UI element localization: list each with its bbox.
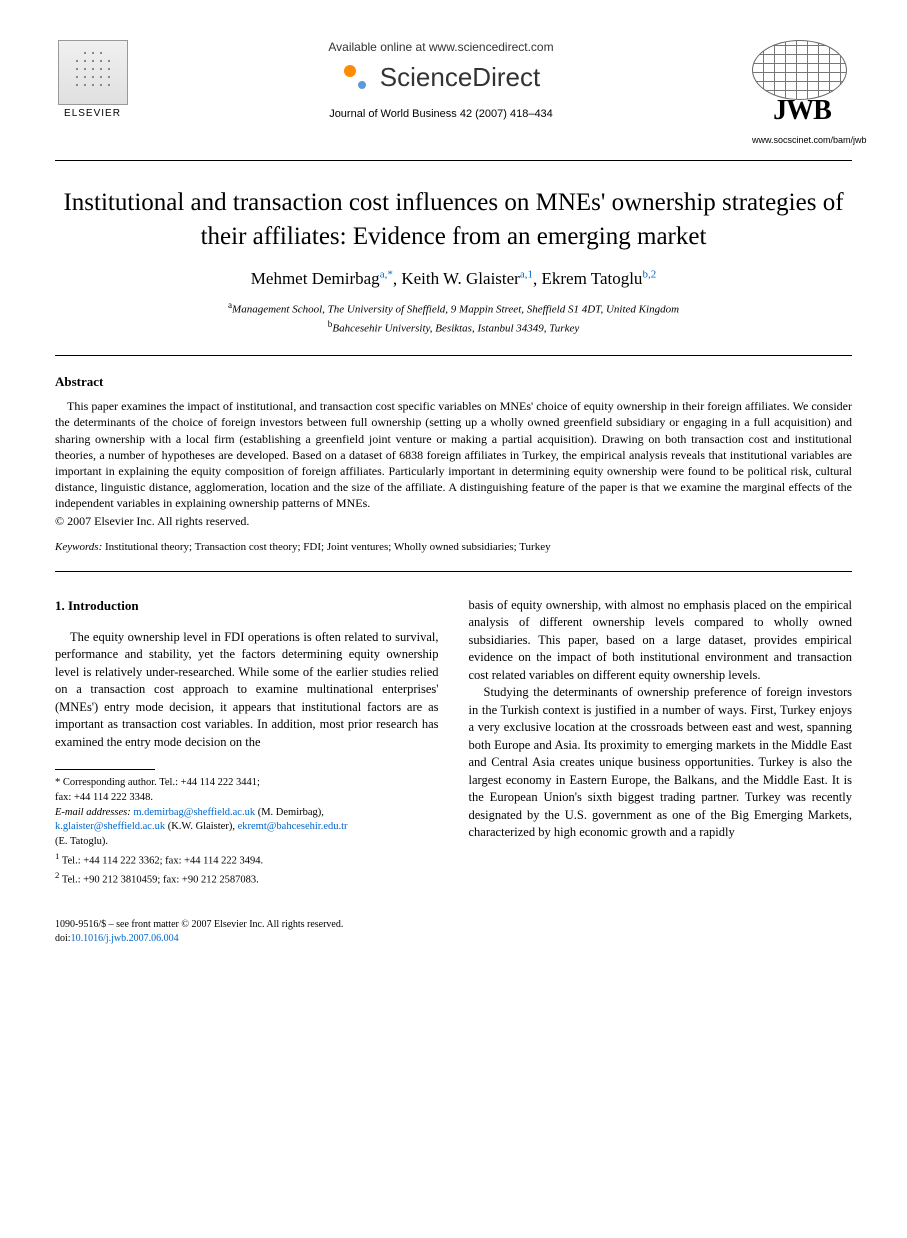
- footnote-2: 2 Tel.: +90 212 3810459; fax: +90 212 25…: [55, 869, 439, 888]
- article-title: Institutional and transaction cost influ…: [55, 186, 852, 254]
- sciencedirect-brand: ScienceDirect: [150, 62, 732, 93]
- sciencedirect-icon: [342, 63, 372, 93]
- email-3[interactable]: ekremt@bahcesehir.edu.tr: [238, 821, 348, 832]
- email-addresses: E-mail addresses: m.demirbag@sheffield.a…: [55, 806, 439, 821]
- footnote-2-text: Tel.: +90 212 3810459; fax: +90 212 2587…: [62, 874, 259, 885]
- email-line-2: k.glaister@sheffield.ac.uk (K.W. Glaiste…: [55, 820, 439, 835]
- doi-line: doi:10.1016/j.jwb.2007.06.004: [55, 932, 852, 946]
- author-2: Keith W. Glaistera,1: [401, 269, 533, 288]
- keywords-label: Keywords:: [55, 541, 102, 553]
- sciencedirect-text: ScienceDirect: [380, 62, 540, 93]
- elsevier-logo: ELSEVIER: [55, 40, 130, 125]
- page-footer: 1090-9516/$ – see front matter © 2007 El…: [55, 918, 852, 946]
- body-columns: 1. Introduction The equity ownership lev…: [55, 597, 852, 889]
- elsevier-tree-icon: [58, 40, 128, 105]
- author-1: Mehmet Demirbaga,*: [251, 269, 393, 288]
- keywords: Keywords: Institutional theory; Transact…: [55, 541, 852, 553]
- author-2-name: Keith W. Glaister: [401, 269, 520, 288]
- center-header: Available online at www.sciencedirect.co…: [130, 40, 752, 120]
- intro-paragraph-1: The equity ownership level in FDI operat…: [55, 629, 439, 752]
- email-1[interactable]: m.demirbag@sheffield.ac.uk: [133, 807, 255, 818]
- affiliations: aManagement School, The University of Sh…: [55, 299, 852, 337]
- keywords-text: Institutional theory; Transaction cost t…: [105, 541, 551, 553]
- author-3: Ekrem Tatoglub,2: [541, 269, 656, 288]
- intro-paragraph-1-cont: basis of equity ownership, with almost n…: [469, 597, 853, 685]
- footnotes: * Corresponding author. Tel.: +44 114 22…: [55, 776, 439, 888]
- corresponding-author-fax: fax: +44 114 222 3348.: [55, 791, 439, 806]
- doi-link[interactable]: 10.1016/j.jwb.2007.06.004: [71, 933, 179, 944]
- elsevier-label: ELSEVIER: [64, 108, 121, 119]
- issn-line: 1090-9516/$ – see front matter © 2007 El…: [55, 918, 852, 932]
- footnote-separator: [55, 769, 155, 770]
- corresponding-author-line: * Corresponding author. Tel.: +44 114 22…: [55, 776, 439, 791]
- author-2-sup[interactable]: a,1: [520, 269, 533, 281]
- author-1-sup[interactable]: a,*: [380, 269, 393, 281]
- email-2-person: (K.W. Glaister),: [168, 821, 235, 832]
- email-2[interactable]: k.glaister@sheffield.ac.uk: [55, 821, 165, 832]
- jwb-logo: JWB www.socscinet.com/bam/jwb: [752, 40, 852, 145]
- affiliation-a: aManagement School, The University of Sh…: [55, 299, 852, 318]
- jwb-globe-icon: [752, 40, 847, 100]
- section-1-heading: 1. Introduction: [55, 597, 439, 615]
- intro-paragraph-2: Studying the determinants of ownership p…: [469, 684, 853, 842]
- doi-label: doi:: [55, 933, 71, 944]
- column-right: basis of equity ownership, with almost n…: [469, 597, 853, 889]
- abstract-text: This paper examines the impact of instit…: [55, 398, 852, 511]
- separator-top: [55, 160, 852, 161]
- affiliation-b: bBahcesehir University, Besiktas, Istanb…: [55, 318, 852, 337]
- abstract-copyright: © 2007 Elsevier Inc. All rights reserved…: [55, 514, 852, 529]
- email-trail: (E. Tatoglu).: [55, 835, 439, 850]
- author-3-name: Ekrem Tatoglu: [541, 269, 642, 288]
- column-left: 1. Introduction The equity ownership lev…: [55, 597, 439, 889]
- abstract-heading: Abstract: [55, 374, 852, 390]
- journal-reference: Journal of World Business 42 (2007) 418–…: [150, 108, 732, 120]
- available-online-text: Available online at www.sciencedirect.co…: [150, 40, 732, 54]
- author-3-sup[interactable]: b,2: [642, 269, 656, 281]
- affiliation-a-text: Management School, The University of She…: [232, 304, 679, 316]
- affiliation-b-text: Bahcesehir University, Besiktas, Istanbu…: [332, 323, 579, 335]
- footnote-1-text: Tel.: +44 114 222 3362; fax: +44 114 222…: [62, 855, 263, 866]
- header-row: ELSEVIER Available online at www.science…: [55, 40, 852, 145]
- author-1-name: Mehmet Demirbag: [251, 269, 380, 288]
- email-label: E-mail addresses:: [55, 807, 131, 818]
- jwb-url: www.socscinet.com/bam/jwb: [752, 135, 852, 145]
- author-list: Mehmet Demirbaga,*, Keith W. Glaistera,1…: [55, 269, 852, 290]
- separator-after-abstract: [55, 571, 852, 572]
- footnote-1: 1 Tel.: +44 114 222 3362; fax: +44 114 2…: [55, 850, 439, 869]
- separator-after-authors: [55, 355, 852, 356]
- email-1-person: (M. Demirbag),: [258, 807, 324, 818]
